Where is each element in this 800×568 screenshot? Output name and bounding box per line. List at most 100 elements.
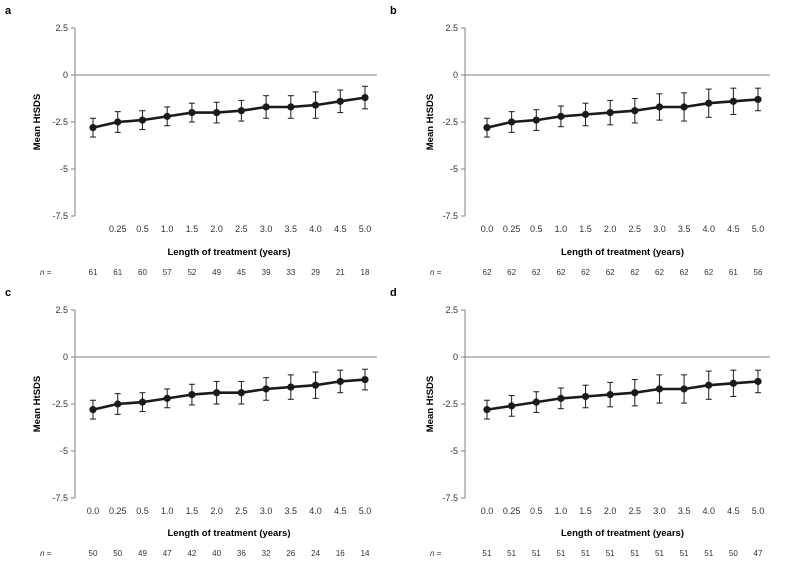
x-tick-label: 3.5 <box>678 506 691 516</box>
data-point <box>213 109 221 117</box>
n-count: 62 <box>556 268 565 277</box>
y-tick-label: -7.5 <box>52 493 68 503</box>
x-tick-label: 0.25 <box>109 506 127 516</box>
x-tick-label: 2.0 <box>604 506 617 516</box>
n-row-label: n = <box>430 268 442 277</box>
n-count: 51 <box>680 549 689 558</box>
x-tick-label: 5.0 <box>359 224 372 234</box>
y-tick-label: -5 <box>60 446 68 456</box>
chart-panel-b: b 2.5 0 -2.5 -5 -7.5 Mean HtSDS 0.0 0.25 0.5 1.0 1.… <box>390 5 770 277</box>
n-count: 52 <box>187 268 196 277</box>
data-point <box>754 95 762 104</box>
data-point <box>89 406 97 414</box>
x-tick-label: 1.0 <box>161 506 174 516</box>
n-count: 62 <box>532 268 541 277</box>
data-point <box>581 392 590 401</box>
n-count: 62 <box>581 268 590 277</box>
n-count: 51 <box>630 549 639 558</box>
x-tick-label: 0.5 <box>530 506 543 516</box>
y-tick-label: -2.5 <box>52 117 68 127</box>
y-tick-label: -7.5 <box>442 493 458 503</box>
x-axis-title: Length of treatment (years) <box>561 247 684 258</box>
x-tick-label: 3.5 <box>285 506 298 516</box>
n-count: 51 <box>581 549 590 558</box>
x-tick-label: 1.0 <box>555 224 568 234</box>
x-tick-label: 2.5 <box>235 506 248 516</box>
y-tick-label: 2.5 <box>55 305 68 315</box>
n-count: 61 <box>729 268 738 277</box>
data-point <box>483 406 491 414</box>
n-count: 40 <box>212 549 221 558</box>
n-count: 42 <box>187 549 196 558</box>
data-point <box>237 107 245 115</box>
data-point <box>680 103 688 111</box>
data-point <box>287 103 295 111</box>
n-count: 62 <box>655 268 664 277</box>
x-tick-label: 3.0 <box>653 224 666 234</box>
data-point <box>705 381 713 389</box>
data-point <box>729 379 737 387</box>
y-tick-label: 0 <box>63 352 68 362</box>
x-tick-label: 2.0 <box>210 506 223 516</box>
data-point <box>311 381 320 389</box>
x-tick-label: 0.5 <box>136 506 149 516</box>
chart-panel-c: c 2.5 0 -2.5 -5 -7.5 Mean HtSDS 0.0 0.25 0.5 1.0 1.… <box>5 287 377 558</box>
x-tick-label: 4.5 <box>334 506 347 516</box>
y-tick-label: 2.5 <box>445 23 458 33</box>
y-tick-label: -2.5 <box>442 117 458 127</box>
x-tick-label: 5.0 <box>359 506 372 516</box>
data-point <box>581 110 590 119</box>
x-tick-label: 4.5 <box>727 224 740 234</box>
y-axis-title: Mean HtSDS <box>425 376 436 432</box>
data-point <box>631 389 639 397</box>
n-count: 50 <box>113 549 122 558</box>
y-tick-label: -2.5 <box>52 399 68 409</box>
data-point <box>361 375 369 384</box>
y-axis-title: Mean HtSDS <box>32 94 43 150</box>
data-point <box>163 112 171 120</box>
n-count: 62 <box>606 268 615 277</box>
x-tick-label: 5.0 <box>752 224 765 234</box>
n-count: 16 <box>336 549 345 558</box>
x-tick-label: 4.0 <box>702 224 715 234</box>
n-count: 61 <box>113 268 122 277</box>
y-tick-label: -5 <box>450 164 458 174</box>
data-point <box>655 103 664 111</box>
panel-label: c <box>5 287 11 299</box>
x-tick-label: 4.0 <box>309 506 322 516</box>
n-count: 24 <box>311 549 320 558</box>
data-point <box>114 118 122 126</box>
series-line <box>92 378 366 411</box>
y-tick-label: 0 <box>453 352 458 362</box>
y-tick-label: -2.5 <box>442 399 458 409</box>
n-count: 26 <box>286 549 295 558</box>
x-tick-label: 0.5 <box>530 224 543 234</box>
y-axis-title: Mean HtSDS <box>425 94 436 150</box>
n-count: 56 <box>754 268 763 277</box>
chart-panel-a: a 2.5 0 -2.5 -5 -7.5 Mean HtSDS 0.25 0.5 1.0 1.5 2.… <box>5 5 377 277</box>
data-point <box>163 394 171 402</box>
data-point <box>114 400 122 408</box>
data-point <box>336 97 344 105</box>
x-tick-label: 0.25 <box>503 224 521 234</box>
x-tick-label: 3.0 <box>653 506 666 516</box>
y-tick-label: -5 <box>450 446 458 456</box>
data-point <box>311 101 320 109</box>
data-point <box>705 99 713 107</box>
n-count: 29 <box>311 268 320 277</box>
n-count: 21 <box>336 268 345 277</box>
data-point <box>213 389 221 397</box>
n-count: 51 <box>606 549 615 558</box>
data-point <box>483 124 491 132</box>
x-tick-label: 2.5 <box>629 506 642 516</box>
data-point <box>262 103 270 111</box>
data-point <box>508 118 516 126</box>
n-count: 18 <box>361 268 370 277</box>
x-tick-label: 0.25 <box>109 224 127 234</box>
n-count: 61 <box>89 268 98 277</box>
data-point <box>606 391 614 399</box>
data-point <box>729 97 737 105</box>
n-count: 62 <box>704 268 713 277</box>
y-tick-label: -7.5 <box>52 211 68 221</box>
n-count: 62 <box>507 268 516 277</box>
